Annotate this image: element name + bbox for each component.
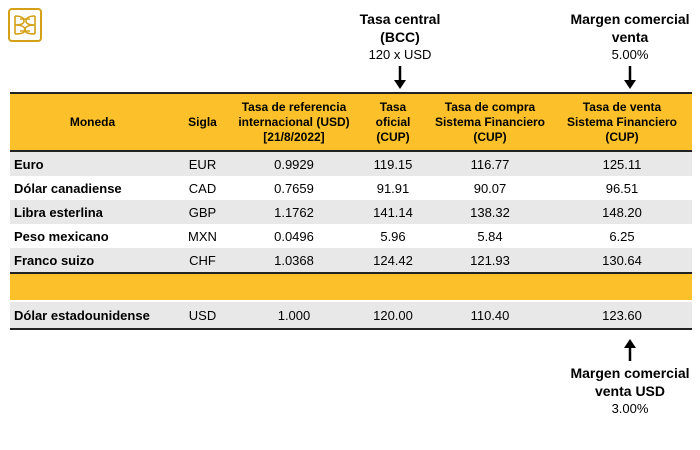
cell-oficial: 141.14	[358, 200, 428, 224]
cell-sigla: USD	[175, 301, 230, 330]
central-rate-title-2: (BCC)	[380, 29, 420, 45]
cell-ref: 0.9929	[230, 151, 358, 176]
cell-moneda: Franco suizo	[10, 248, 175, 274]
margin-usd-title-1: Margen comercial	[570, 365, 690, 381]
usd-row: Dólar estadounidense USD 1.000 120.00 11…	[10, 301, 692, 330]
cell-ref: 1.0368	[230, 248, 358, 274]
table-row: Franco suizo CHF 1.0368 124.42 121.93 13…	[10, 248, 692, 274]
separator-row	[10, 273, 692, 302]
exchange-rate-table: Moneda Sigla Tasa de referencia internac…	[10, 92, 692, 330]
central-rate-annotation: Tasa central (BCC) 120 x USD	[350, 10, 450, 64]
cell-venta: 6.25	[552, 224, 692, 248]
cell-compra: 121.93	[428, 248, 552, 274]
table-row: Libra esterlina GBP 1.1762 141.14 138.32…	[10, 200, 692, 224]
cell-compra: 116.77	[428, 151, 552, 176]
margin-sale-arrow-icon	[624, 66, 636, 89]
table-header-row: Moneda Sigla Tasa de referencia internac…	[10, 92, 692, 152]
cell-compra: 90.07	[428, 176, 552, 200]
cell-moneda: Dólar canadiense	[10, 176, 175, 200]
cell-oficial: 119.15	[358, 151, 428, 176]
cell-venta: 123.60	[552, 301, 692, 330]
cell-oficial: 91.91	[358, 176, 428, 200]
header-buy-rate: Tasa de compra Sistema Financiero (CUP)	[428, 92, 552, 152]
margin-usd-title-2: venta USD	[594, 383, 666, 399]
central-rate-title-1: Tasa central	[359, 11, 441, 27]
margin-sale-annotation: Margen comercial venta 5.00%	[560, 10, 700, 64]
cell-ref: 1.000	[230, 301, 358, 330]
table-row: Dólar canadiense CAD 0.7659 91.91 90.07 …	[10, 176, 692, 200]
cell-oficial: 5.96	[358, 224, 428, 248]
header-ref-rate: Tasa de referencia internacional (USD) […	[230, 92, 358, 152]
margin-sale-title-2: venta	[611, 29, 649, 45]
central-rate-arrow-icon	[394, 66, 406, 89]
cell-oficial: 124.42	[358, 248, 428, 274]
header-official-rate: Tasa oficial (CUP)	[358, 92, 428, 152]
margin-sale-value: 5.00%	[611, 47, 649, 62]
cell-sigla: EUR	[175, 151, 230, 176]
cell-venta: 148.20	[552, 200, 692, 224]
margin-usd-value: 3.00%	[611, 401, 649, 416]
cell-moneda: Peso mexicano	[10, 224, 175, 248]
cell-venta: 96.51	[552, 176, 692, 200]
margin-usd-annotation: Margen comercial venta USD 3.00%	[560, 364, 700, 418]
cell-venta: 130.64	[552, 248, 692, 274]
cell-sigla: MXN	[175, 224, 230, 248]
bcc-logo	[8, 8, 42, 42]
cell-compra: 5.84	[428, 224, 552, 248]
cell-ref: 0.7659	[230, 176, 358, 200]
cell-moneda: Libra esterlina	[10, 200, 175, 224]
cell-ref: 0.0496	[230, 224, 358, 248]
margin-sale-title-1: Margen comercial	[570, 11, 690, 27]
margin-usd-arrow-icon	[624, 339, 636, 361]
table-row: Peso mexicano MXN 0.0496 5.96 5.84 6.25	[10, 224, 692, 248]
cell-moneda: Euro	[10, 151, 175, 176]
cell-moneda: Dólar estadounidense	[10, 301, 175, 330]
header-sell-rate: Tasa de venta Sistema Financiero (CUP)	[552, 92, 692, 152]
cell-ref: 1.1762	[230, 200, 358, 224]
table-row: Euro EUR 0.9929 119.15 116.77 125.11	[10, 151, 692, 176]
separator-band	[10, 273, 692, 302]
central-rate-value: 120 x USD	[368, 47, 432, 62]
bcc-logo-icon	[14, 15, 36, 35]
cell-venta: 125.11	[552, 151, 692, 176]
cell-sigla: CAD	[175, 176, 230, 200]
cell-sigla: GBP	[175, 200, 230, 224]
header-sigla: Sigla	[175, 92, 230, 152]
cell-compra: 138.32	[428, 200, 552, 224]
cell-compra: 110.40	[428, 301, 552, 330]
cell-oficial: 120.00	[358, 301, 428, 330]
header-moneda: Moneda	[10, 92, 175, 152]
cell-sigla: CHF	[175, 248, 230, 274]
